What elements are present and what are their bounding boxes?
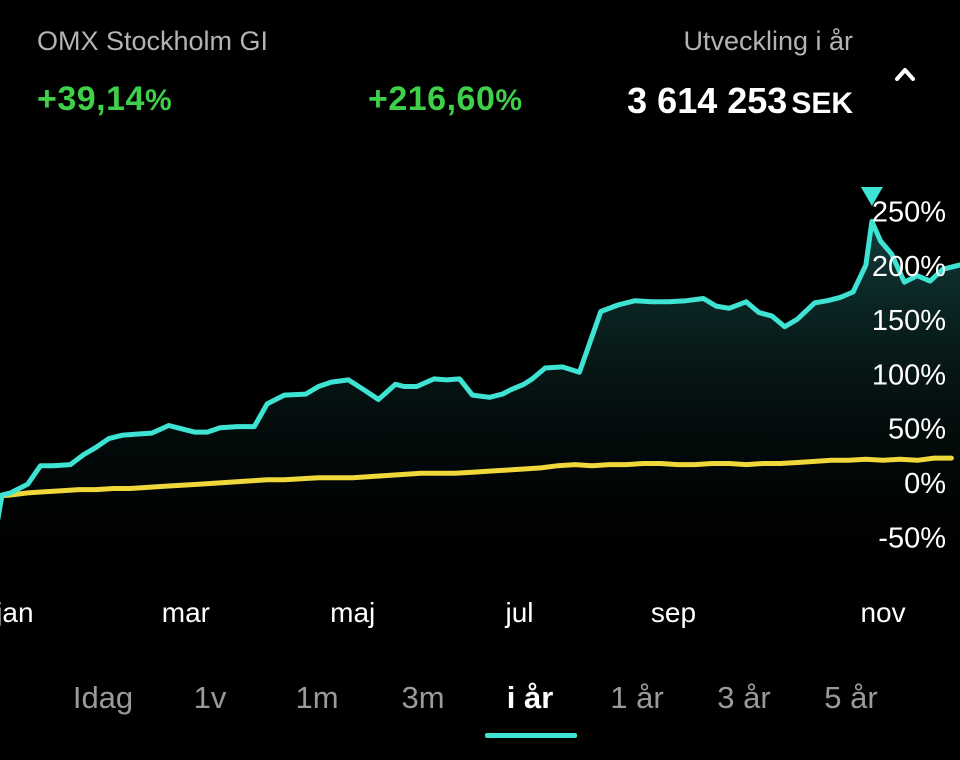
y-tick-label: 250% bbox=[872, 197, 946, 229]
x-tick-label: jan bbox=[0, 597, 34, 628]
peak-marker bbox=[860, 187, 883, 206]
portfolio-area bbox=[0, 221, 960, 600]
portfolio-series-line bbox=[0, 218, 960, 521]
x-tick-label: nov bbox=[860, 597, 905, 628]
y-tick-label: -50% bbox=[878, 522, 946, 554]
x-tick-label: maj bbox=[330, 597, 375, 628]
portfolio-value: 3 614 253 SEK bbox=[627, 80, 853, 122]
chevron-up-icon bbox=[895, 68, 915, 81]
tab-1v[interactable]: 1v bbox=[193, 680, 227, 715]
tab-i-ar[interactable]: i år bbox=[506, 680, 554, 715]
tab-5-ar[interactable]: 5 år bbox=[824, 680, 878, 715]
index-change: +39,14% bbox=[37, 80, 172, 119]
development-label: Utveckling i år bbox=[683, 26, 853, 56]
portfolio-value-amount: 3 614 253 bbox=[627, 80, 788, 121]
x-tick-label: sep bbox=[651, 597, 696, 628]
x-tick-label: jul bbox=[504, 597, 533, 628]
y-tick-label: 100% bbox=[872, 359, 946, 391]
tab-1-ar[interactable]: 1 år bbox=[610, 680, 664, 715]
collapse-button[interactable] bbox=[888, 58, 922, 88]
x-tick-label: mar bbox=[162, 597, 210, 628]
y-tick-label: 150% bbox=[872, 305, 946, 337]
y-tick-label: 0% bbox=[904, 468, 946, 500]
portfolio-change-unit: % bbox=[495, 84, 523, 117]
portfolio-value-currency: SEK bbox=[791, 87, 853, 120]
tab-3m[interactable]: 3m bbox=[401, 680, 445, 715]
tab-3-ar[interactable]: 3 år bbox=[717, 680, 771, 715]
index-name: OMX Stockholm GI bbox=[37, 26, 269, 56]
index-series-line bbox=[0, 455, 954, 499]
tab-1m[interactable]: 1m bbox=[295, 680, 339, 715]
y-tick-label: 50% bbox=[888, 414, 946, 446]
performance-chart: 250% 200% 150% 100% 50% 0% -50% jan mar maj jul se… bbox=[0, 187, 960, 628]
portfolio-change: +216,60% bbox=[368, 80, 523, 119]
index-change-unit: % bbox=[144, 84, 173, 117]
tab-idag[interactable]: Idag bbox=[72, 680, 134, 715]
index-change-value: +39,14 bbox=[37, 80, 145, 118]
active-tab-indicator bbox=[485, 733, 577, 738]
y-tick-label: 200% bbox=[872, 251, 946, 283]
period-tabs: Idag 1v 1m 3m i år 1 år 3 år 5 år bbox=[0, 680, 960, 740]
portfolio-change-value: +216,60 bbox=[368, 80, 496, 118]
